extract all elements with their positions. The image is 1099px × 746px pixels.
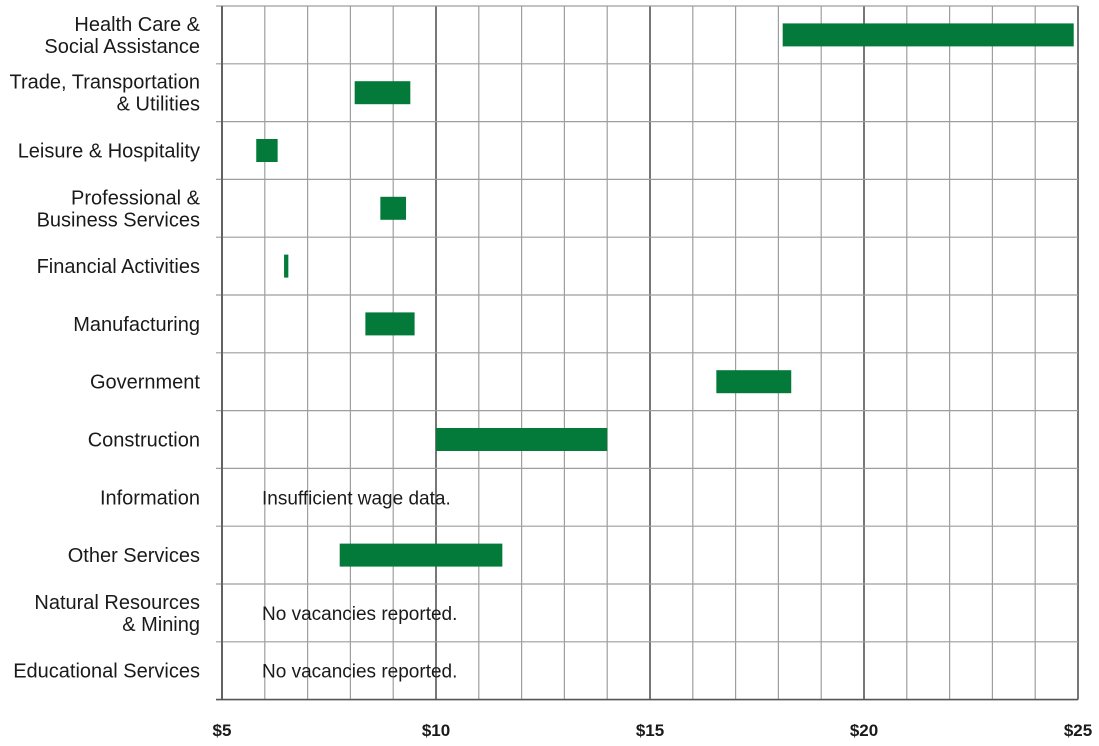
category-note: No vacancies reported. bbox=[262, 662, 457, 683]
category-label: Other Services bbox=[68, 545, 200, 567]
grid-lines bbox=[216, 5, 1079, 701]
wage-range-bar bbox=[256, 139, 278, 162]
x-tick-label: $5 bbox=[213, 721, 232, 740]
category-label: Leisure & Hospitality bbox=[18, 141, 200, 163]
wage-range-bar bbox=[284, 254, 289, 278]
category-label: Educational Services bbox=[13, 661, 200, 683]
x-tick-label: $10 bbox=[422, 721, 450, 740]
wage-range-bar bbox=[436, 428, 608, 451]
wage-range-bar bbox=[782, 23, 1074, 47]
wage-range-bars bbox=[256, 23, 1074, 567]
category-label: Natural Resources & Mining bbox=[34, 592, 200, 636]
wage-range-bar bbox=[354, 81, 411, 105]
category-note: Insufficient wage data. bbox=[262, 488, 451, 509]
category-label: Financial Activities bbox=[37, 256, 200, 278]
wage-range-bar bbox=[365, 312, 415, 336]
category-notes: Insufficient wage data. No vacancies repo… bbox=[262, 488, 457, 682]
category-label: Construction bbox=[88, 430, 200, 452]
category-label: Health Care & Social Assistance bbox=[44, 14, 200, 58]
wage-range-bar bbox=[380, 196, 407, 220]
category-label: Professional & Business Services bbox=[37, 187, 201, 231]
x-axis-tick-labels: $5 $10 $15 $20 $25 bbox=[213, 721, 1093, 740]
x-tick-label: $25 bbox=[1064, 721, 1092, 740]
category-label: Information bbox=[100, 487, 200, 509]
wage-range-bar bbox=[339, 543, 503, 567]
category-note: No vacancies reported. bbox=[262, 604, 457, 625]
category-label: Trade, Transportation & Utilities bbox=[10, 72, 200, 116]
wage-range-bar bbox=[716, 370, 792, 394]
category-labels: Health Care & Social Assistance Trade, Tra… bbox=[10, 14, 201, 683]
x-tick-label: $20 bbox=[850, 721, 878, 740]
x-tick-label: $15 bbox=[636, 721, 664, 740]
category-label: Manufacturing bbox=[73, 314, 200, 336]
category-label: Government bbox=[90, 372, 200, 394]
